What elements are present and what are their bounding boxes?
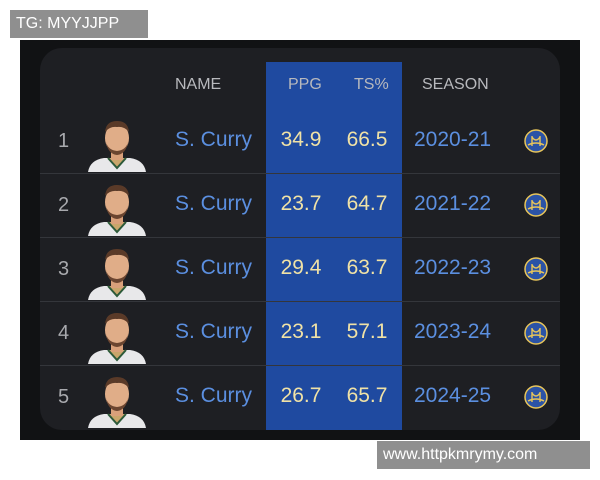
ppg-value: 23.1 — [280, 320, 322, 343]
highlight-column — [266, 62, 402, 430]
rank: 5 — [58, 386, 70, 408]
ppg-value: 23.7 — [280, 192, 322, 215]
ts-value: 66.5 — [346, 128, 388, 151]
rank: 1 — [58, 130, 70, 152]
warriors-logo-icon — [524, 257, 548, 281]
warriors-logo-icon — [524, 193, 548, 217]
row-divider — [40, 301, 560, 302]
table-row: 1 S. Curry 34.9 66.5 2020-21 — [40, 110, 560, 174]
row-divider — [40, 173, 560, 174]
row-divider — [40, 365, 560, 366]
player-name: S. Curry — [175, 256, 253, 279]
ppg-value: 34.9 — [280, 128, 322, 151]
player-avatar — [84, 246, 150, 300]
season-value: 2022-23 — [414, 256, 492, 279]
watermark-top: TG: MYYJJPP — [10, 10, 148, 38]
header-season: SEASON — [422, 76, 489, 93]
header-ts: TS% — [354, 76, 389, 93]
rank: 2 — [58, 194, 70, 216]
warriors-logo-icon — [524, 385, 548, 409]
warriors-logo-icon — [524, 129, 548, 153]
ts-value: 64.7 — [346, 192, 388, 215]
row-divider — [40, 237, 560, 238]
player-name: S. Curry — [175, 384, 253, 407]
ts-value: 57.1 — [346, 320, 388, 343]
player-name: S. Curry — [175, 128, 253, 151]
rank: 4 — [58, 322, 70, 344]
table-row: 4 S. Curry 23.1 57.1 2023-24 — [40, 302, 560, 366]
ppg-value: 26.7 — [280, 384, 322, 407]
season-value: 2021-22 — [414, 192, 492, 215]
rank: 3 — [58, 258, 70, 280]
header-name: NAME — [175, 76, 222, 93]
table-row: 3 S. Curry 29.4 63.7 2022-23 — [40, 238, 560, 302]
player-avatar — [84, 182, 150, 236]
warriors-logo-icon — [524, 321, 548, 345]
player-avatar — [84, 374, 150, 428]
ts-value: 63.7 — [346, 256, 388, 279]
season-value: 2023-24 — [414, 320, 492, 343]
player-name: S. Curry — [175, 320, 253, 343]
season-value: 2024-25 — [414, 384, 492, 407]
watermark-bottom: www.httpkmrymy.com — [377, 441, 590, 469]
table-row: 2 S. Curry 23.7 64.7 2021-22 — [40, 174, 560, 238]
season-value: 2020-21 — [414, 128, 492, 151]
table-row: 5 S. Curry 26.7 65.7 2024-25 — [40, 366, 560, 430]
player-name: S. Curry — [175, 192, 253, 215]
ppg-value: 29.4 — [280, 256, 322, 279]
ts-value: 65.7 — [346, 384, 388, 407]
player-avatar — [84, 310, 150, 364]
header-ppg: PPG — [288, 76, 322, 93]
player-avatar — [84, 118, 150, 172]
stats-table: NAME PPG TS% SEASON 1 S. Curry 34.9 66.5… — [40, 48, 560, 430]
